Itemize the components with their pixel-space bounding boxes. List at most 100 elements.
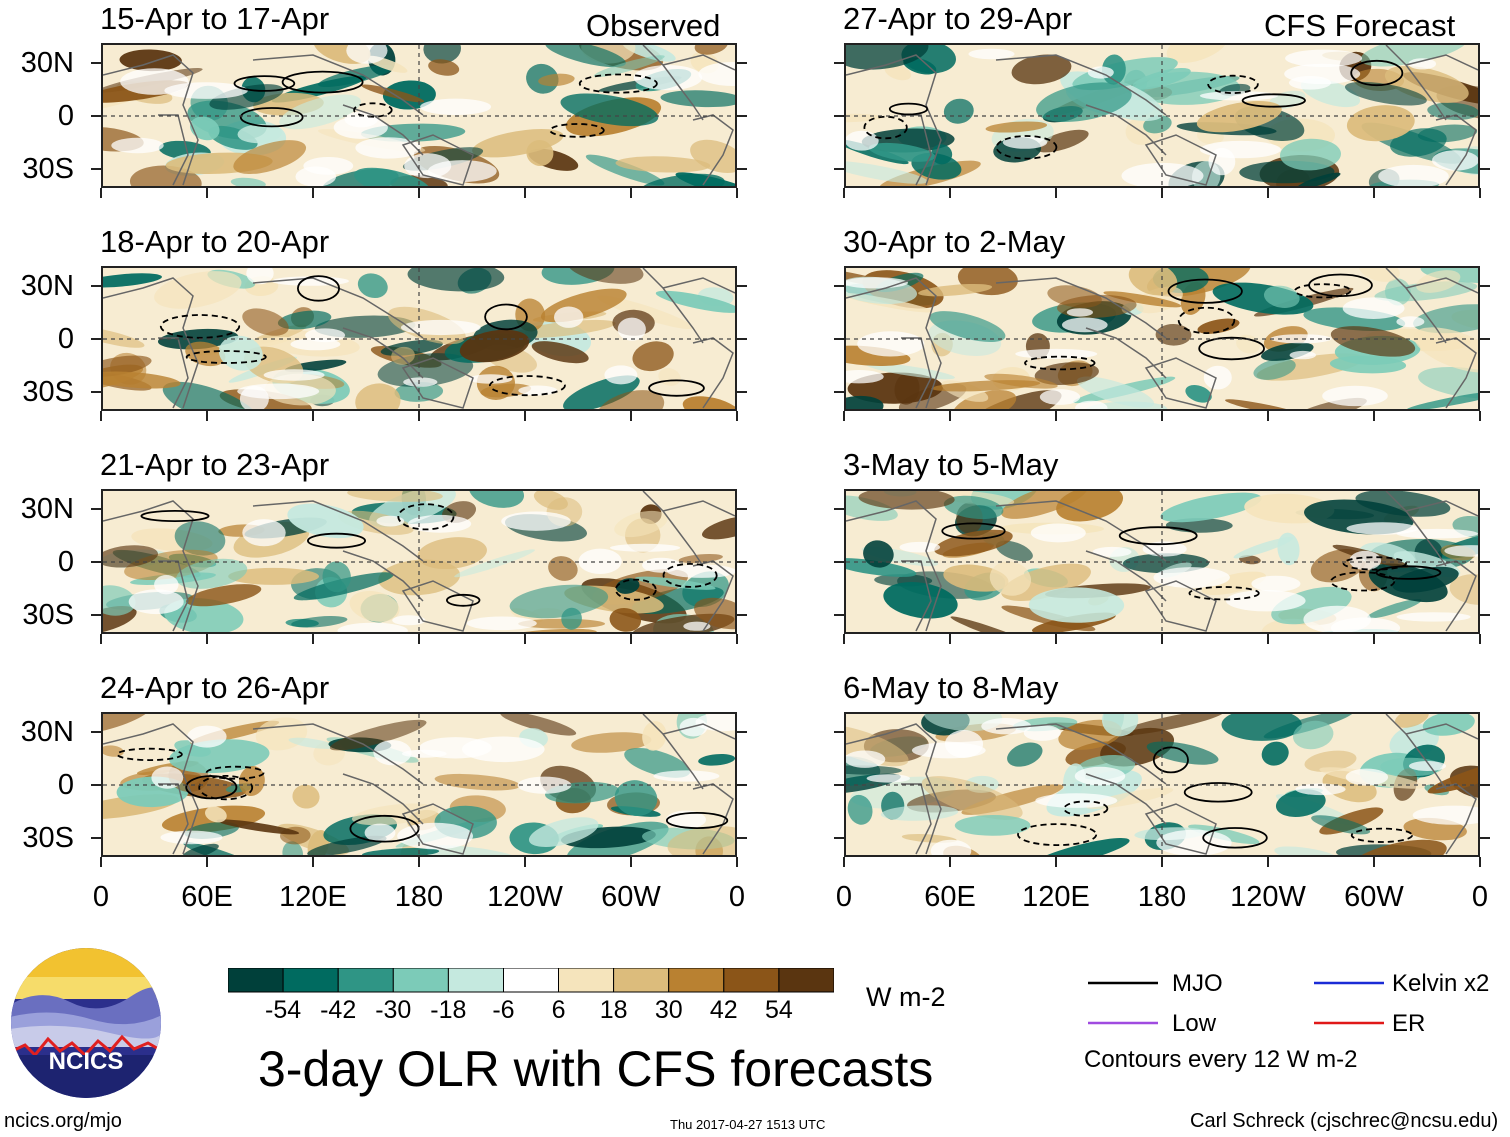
mjo-contour-dashed [116,747,183,762]
lat-label-30s: 30S [22,376,74,408]
coastline [662,500,735,517]
olr-anomaly-blob [103,585,136,616]
mjo-contour-solid [484,303,528,331]
olr-anomaly-blob [901,833,957,843]
coastline [642,45,704,121]
olr-anomaly-blob [884,63,912,81]
colorbar-tick-label: 30 [654,996,683,1024]
lon-label-0: 0 [92,881,110,913]
lon-label-60w: 60W [1344,881,1404,913]
mjo-contour-solid [1375,565,1442,580]
olr-neutral-patch [1035,793,1118,808]
lat-label-30n: 30N [20,47,74,79]
lat-label-30s: 30S [22,153,74,185]
footer-url[interactable]: ncics.org/mjo [4,1110,122,1132]
olr-neutral-patch [1061,317,1108,333]
kelvin-line-swatch [1314,981,1384,985]
olr-anomaly-blob [660,90,735,108]
olr-anomaly-blob [1422,714,1475,736]
coastline [692,783,734,855]
coastline [1435,337,1477,409]
olr-anomaly-blob [632,341,674,372]
olr-neutral-patch [400,319,481,336]
coastline [1144,803,1217,855]
mjo-contour-solid [888,102,929,116]
olr-anomaly-blob [1236,334,1260,354]
axis-ticks [834,285,1490,421]
coastline [901,560,932,632]
olr-anomaly-blob [1253,358,1296,380]
er-line-swatch [1314,1021,1384,1025]
olr-anomaly-blob [329,719,427,751]
mjo-contour-dashed [185,350,267,364]
olr-neutral-patch [246,268,274,285]
olr-neutral-patch [128,589,184,615]
olr-map [103,268,735,409]
colorbar-tick-label: -18 [430,996,467,1024]
olr-anomaly-blob [1394,714,1429,728]
olr-anomaly-blob [362,848,440,855]
olr-anomaly-blob [230,177,266,186]
mjo-contour-solid [1183,782,1253,803]
olr-anomaly-blob [103,745,124,757]
panel-title-obs-2: 18-Apr to 20-Apr [100,224,330,259]
olr-neutral-patch [242,519,286,547]
olr-anomaly-blob [985,121,1048,133]
lon-label-120e: 120E [279,881,347,913]
figure-title: 3-day OLR with CFS forecasts [258,1041,934,1097]
olr-anomaly-blob [129,165,202,186]
olr-anomaly-blob [609,608,642,632]
olr-neutral-patch [376,515,405,527]
olr-anomaly-blob [1201,571,1266,595]
olr-anomaly-blob [868,142,936,162]
coastline [1085,327,1167,379]
olr-anomaly-blob [865,362,955,380]
coastline [1405,277,1478,294]
olr-map-panel [844,489,1480,634]
olr-map-panel [101,43,737,188]
olr-neutral-patch [404,153,452,179]
olr-neutral-patch [981,718,1032,735]
olr-map [103,45,735,186]
coastline [995,723,1167,785]
olr-anomaly-blob [103,714,155,735]
olr-neutral-patch [373,740,412,766]
colorbar-tick-label: -42 [320,996,357,1024]
olr-anomaly-blob [216,819,300,835]
olr-neutral-patch [1074,766,1126,786]
colorbar-swatch [447,968,504,993]
olr-anomaly-blob [1344,81,1427,106]
olr-neutral-patch [403,377,438,387]
colorbar-units: W m-2 [866,982,946,1012]
olr-neutral-patch [911,742,986,759]
coastline [252,500,424,562]
olr-anomaly-blob [322,561,351,593]
coastline [846,54,942,186]
olr-anomaly-blob [103,326,145,348]
olr-neutral-patch [1295,783,1346,796]
mjo-contour-solid [296,275,340,302]
olr-anomaly-blob [480,383,532,398]
olr-anomaly-blob [500,714,577,736]
coastline [995,54,1167,116]
olr-anomaly-blob [277,310,332,330]
olr-anomaly-blob [513,319,616,338]
olr-neutral-patch [397,822,473,850]
coastline [995,500,1167,562]
olr-anomaly-blob [698,753,735,766]
olr-anomaly-blob [103,371,181,389]
coastline [1435,783,1477,855]
olr-neutral-patch [355,137,421,159]
olr-anomaly-blob [694,597,735,630]
lat-label-30s: 30S [22,599,74,631]
lon-label-0: 0 [835,881,853,913]
olr-anomaly-blob [1160,492,1262,523]
olr-map-panel [844,43,1480,188]
colorbar-swatch [668,968,725,993]
contour-note: Contours every 12 W m-2 [1084,1046,1358,1073]
lat-label-30n: 30N [20,493,74,525]
lat-label-0: 0 [57,323,74,355]
olr-anomaly-blob [1355,491,1451,517]
coastline [342,550,424,602]
coastline [1435,114,1477,186]
